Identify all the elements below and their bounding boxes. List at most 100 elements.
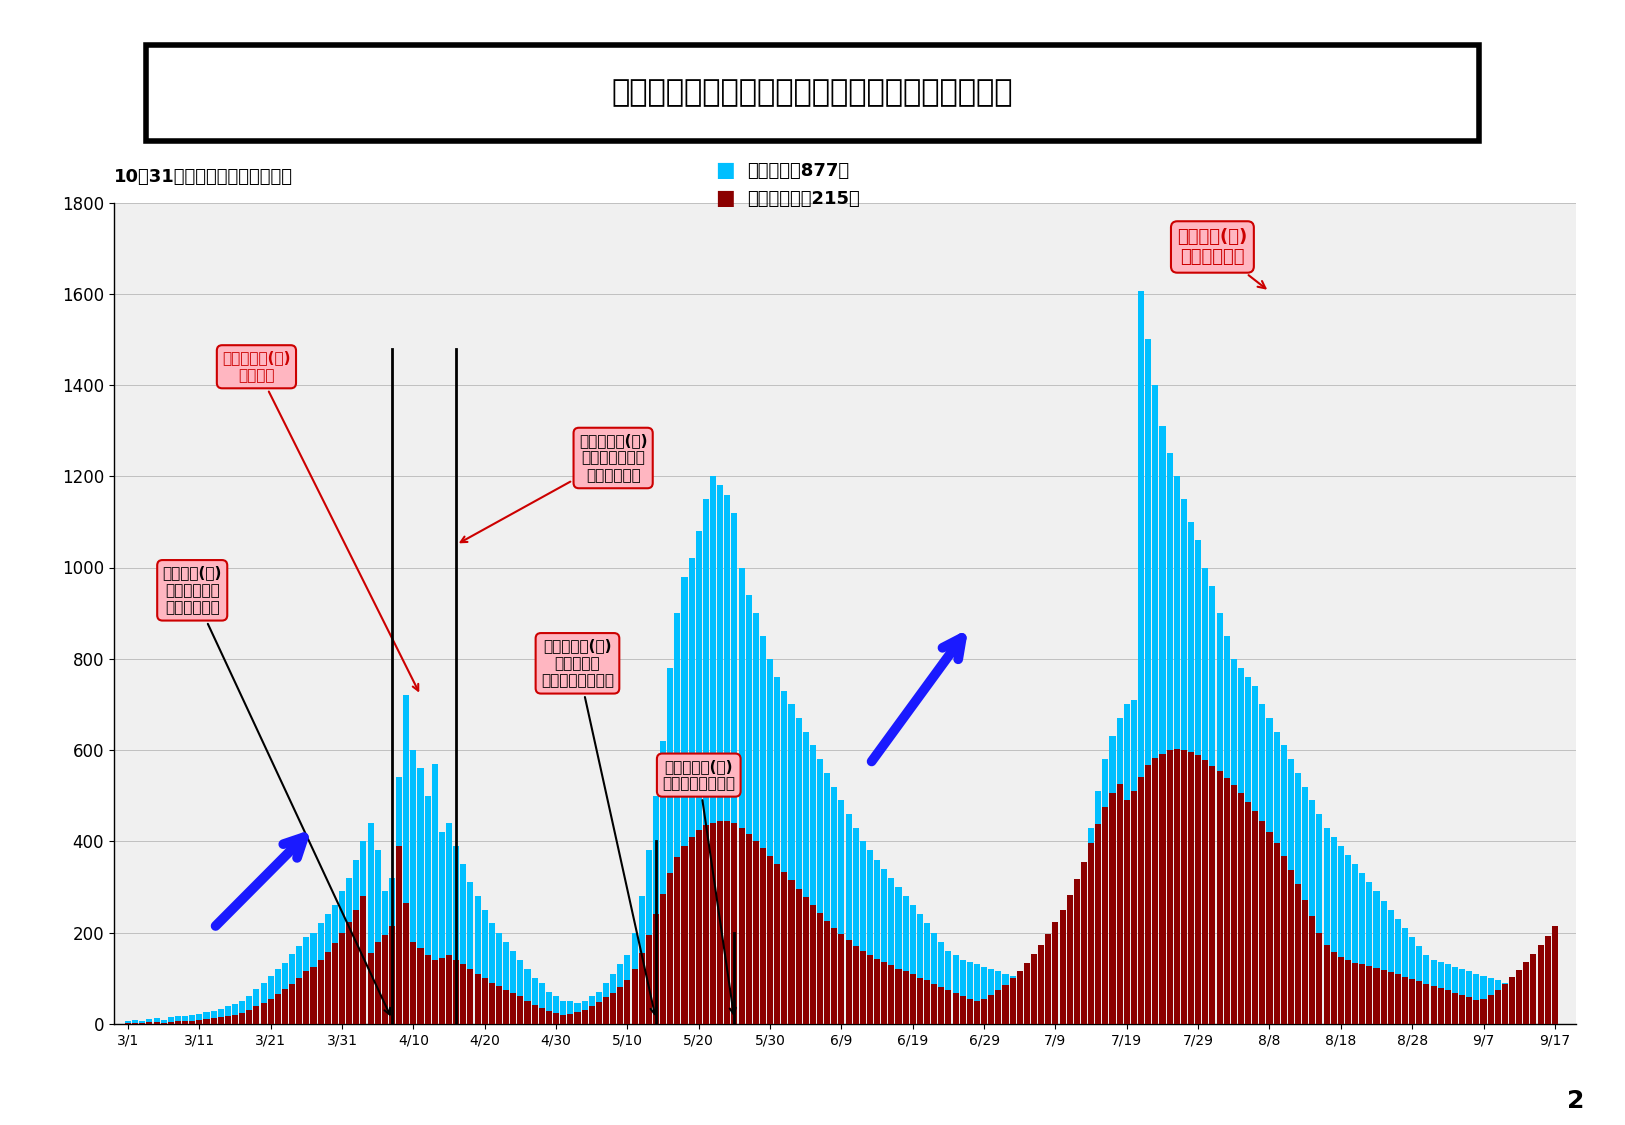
Bar [1388, 972, 1394, 1024]
Bar [203, 1019, 210, 1024]
Bar [1445, 964, 1451, 1024]
Bar [1289, 759, 1294, 1024]
Bar [411, 942, 416, 1024]
Bar [889, 965, 894, 1024]
Bar [1045, 935, 1051, 1024]
Bar [418, 768, 424, 1024]
Bar [1209, 586, 1216, 1024]
Bar [710, 824, 717, 1024]
Bar [596, 992, 601, 1024]
Bar [310, 968, 317, 1024]
Bar [489, 983, 496, 1024]
Bar [268, 999, 273, 1024]
Bar [1038, 973, 1045, 1024]
Bar [346, 921, 353, 1024]
Bar [596, 1002, 601, 1024]
Bar [1487, 994, 1493, 1024]
Bar [967, 962, 973, 1024]
Bar [1409, 937, 1415, 1024]
Bar [232, 1015, 237, 1024]
Bar [1480, 999, 1487, 1024]
Bar [167, 1023, 174, 1024]
Bar [382, 891, 388, 1024]
Bar [832, 786, 837, 1024]
Bar [1194, 756, 1201, 1024]
Bar [1417, 981, 1422, 1024]
Bar [889, 878, 894, 1024]
Bar [1474, 1000, 1479, 1024]
Text: ５月２５日(月)
緊急事態解除宣言: ５月２５日(月) 緊急事態解除宣言 [663, 759, 736, 1014]
Bar [224, 1007, 231, 1024]
Bar [1280, 856, 1287, 1024]
Bar [540, 1008, 544, 1024]
Bar [1003, 984, 1009, 1024]
Bar [1124, 800, 1129, 1024]
Bar [1024, 980, 1030, 1024]
Bar [197, 1014, 203, 1024]
Bar [1451, 966, 1458, 1024]
Bar [1053, 951, 1058, 1024]
Bar [1323, 828, 1329, 1024]
Bar [388, 926, 395, 1024]
Bar [411, 750, 416, 1024]
Bar [239, 1001, 245, 1024]
Bar [731, 513, 738, 1024]
Bar [674, 613, 681, 1024]
Bar [403, 903, 410, 1024]
Bar [946, 990, 952, 1024]
Bar [1202, 567, 1209, 1024]
Bar [510, 951, 517, 1024]
Bar [1238, 793, 1245, 1024]
Bar [1066, 919, 1072, 1024]
Bar [1003, 973, 1009, 1024]
Bar [1466, 997, 1472, 1024]
Bar [967, 999, 973, 1024]
Bar [774, 677, 780, 1024]
Text: 全国　：　877人: 全国 ： 877人 [748, 162, 850, 180]
Bar [575, 1004, 580, 1024]
Bar [445, 824, 452, 1024]
Bar [552, 1014, 559, 1024]
Bar [1424, 983, 1430, 1024]
Bar [289, 983, 296, 1024]
Bar [353, 860, 359, 1024]
Bar [211, 1011, 216, 1024]
Bar [203, 1011, 210, 1024]
Bar [824, 773, 830, 1024]
Bar [973, 964, 980, 1024]
Bar [1373, 969, 1380, 1024]
Bar [525, 969, 531, 1024]
Bar [396, 777, 401, 1024]
Bar [260, 1002, 266, 1024]
Bar [1173, 748, 1180, 1024]
Bar [1310, 800, 1315, 1024]
Bar [567, 1001, 574, 1024]
Bar [418, 948, 424, 1024]
Bar [1480, 975, 1487, 1024]
Bar [332, 906, 338, 1024]
Bar [317, 924, 323, 1024]
Bar [375, 850, 380, 1024]
Bar [624, 955, 630, 1024]
Bar [1323, 945, 1329, 1024]
Bar [1209, 765, 1216, 1024]
Bar [760, 636, 765, 1024]
Bar [304, 971, 309, 1024]
Bar [247, 1010, 252, 1024]
Bar [361, 842, 367, 1024]
Bar [1253, 811, 1258, 1024]
Bar [1516, 988, 1523, 1024]
Bar [1131, 791, 1138, 1024]
Bar [1358, 873, 1365, 1024]
Bar [760, 848, 765, 1024]
Bar [176, 1022, 180, 1024]
Bar [1116, 718, 1123, 1024]
Bar [481, 910, 488, 1024]
Bar [396, 846, 401, 1024]
Bar [1459, 994, 1466, 1024]
Bar [674, 857, 681, 1024]
Bar [239, 1012, 245, 1024]
Bar [881, 962, 887, 1024]
Bar [1451, 992, 1458, 1024]
Bar [603, 997, 609, 1024]
